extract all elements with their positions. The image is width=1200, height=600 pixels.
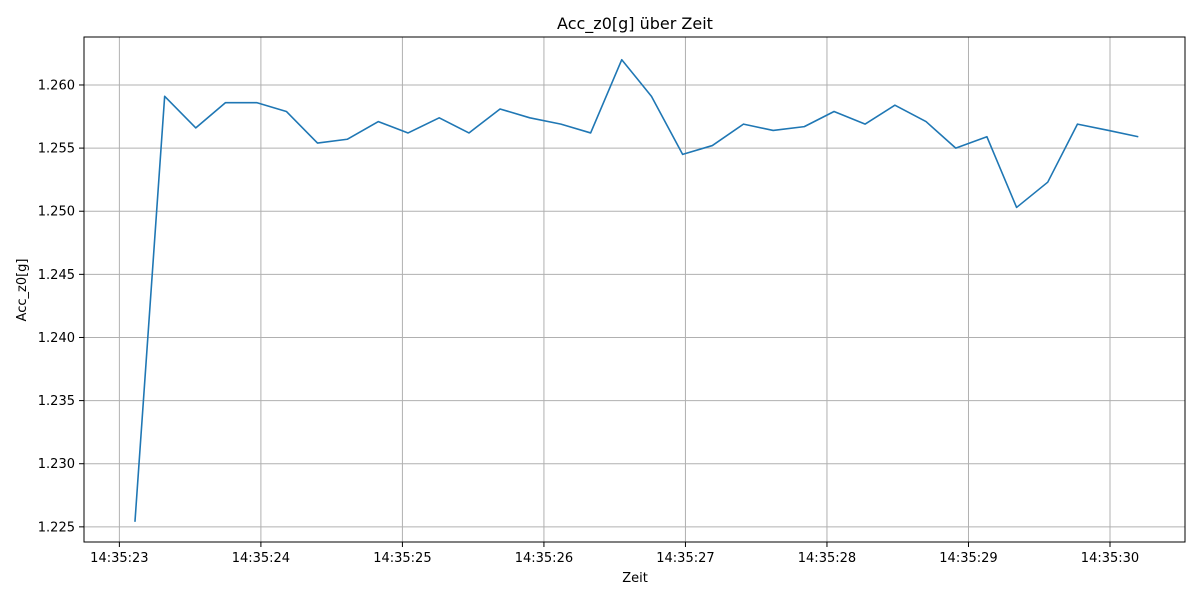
plot-frame [83,36,1186,543]
grid [84,37,1185,542]
y-tick-label: 1.245 [38,268,75,283]
x-tick-label: 14:35:26 [515,551,573,566]
y-tick-label: 1.255 [38,142,75,157]
y-axis-ticks: 1.225 1.230 1.235 1.240 1.245 1.250 1.255 1.260 [38,78,84,535]
y-axis-label: Acc_z0[g] [15,259,30,322]
x-tick-label: 14:35:28 [798,551,856,566]
x-tick-label: 14:35:23 [90,551,148,566]
x-tick-label: 14:35:29 [939,551,997,566]
x-axis-label: Zeit [622,571,648,586]
x-tick-label: 14:35:24 [232,551,290,566]
y-tick-label: 1.250 [38,205,75,220]
x-tick-label: 14:35:30 [1081,551,1139,566]
chart-title: Acc_z0[g] über Zeit [557,14,713,34]
y-tick-label: 1.240 [38,331,75,346]
x-axis-ticks: 14:35:23 14:35:24 14:35:25 14:35:26 14:35:27… [90,542,1139,566]
series-line [134,58,1139,522]
y-tick-label: 1.235 [38,394,75,409]
x-tick-label: 14:35:27 [656,551,714,566]
series-layer [134,58,1139,522]
x-tick-label: 14:35:25 [373,551,431,566]
y-tick-label: 1.230 [38,457,75,472]
y-tick-label: 1.225 [38,520,75,535]
y-tick-label: 1.260 [38,78,75,93]
